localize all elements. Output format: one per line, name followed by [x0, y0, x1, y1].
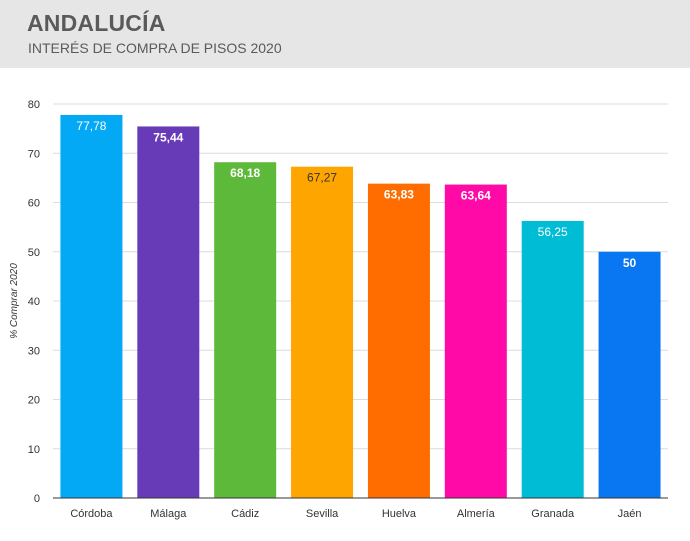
data-labels: 77,78 75,44 68,18 67,27 63,83 63,64 56,25 50: [76, 119, 636, 270]
y-tick-label: 40: [28, 296, 40, 308]
y-tick-label: 60: [28, 198, 40, 210]
x-axis-ticks: Córdoba Málaga Cádiz Sevilla Huelva Almería Gr…: [70, 508, 641, 520]
x-tick-label: Córdoba: [70, 508, 113, 520]
bar: [598, 251, 661, 498]
y-tick-label: 0: [34, 493, 40, 505]
y-tick-label: 30: [28, 345, 40, 357]
bar: [60, 114, 123, 498]
x-tick-label: Granada: [531, 508, 575, 520]
chart-header: ANDALUCÍA INTERÉS DE COMPRA DE PISOS 202…: [0, 0, 690, 68]
y-tick-label: 10: [28, 444, 40, 456]
y-axis-ticks: 0 10 20 30 40 50 60 70 80: [28, 99, 40, 505]
data-label: 63,64: [461, 189, 491, 203]
bar: [137, 126, 200, 498]
x-tick-label: Huelva: [382, 508, 417, 520]
data-label: 77,78: [76, 119, 106, 133]
x-tick-label: Jaén: [618, 508, 642, 520]
chart-subtitle: INTERÉS DE COMPRA DE PISOS 2020: [28, 40, 282, 56]
bar: [214, 162, 277, 498]
y-tick-label: 80: [28, 99, 40, 111]
data-label: 50: [623, 256, 637, 270]
bar: [291, 166, 354, 498]
x-tick-label: Almería: [457, 508, 496, 520]
data-label: 75,44: [153, 130, 183, 144]
bar: [444, 184, 507, 498]
data-label: 63,83: [384, 188, 414, 202]
data-label: 67,27: [307, 171, 337, 185]
x-tick-label: Málaga: [150, 508, 187, 520]
y-tick-label: 50: [28, 247, 40, 259]
data-label: 56,25: [538, 225, 568, 239]
data-label: 68,18: [230, 166, 260, 180]
y-axis-label: % Comprar 2020: [9, 263, 20, 339]
bar: [521, 220, 584, 498]
x-tick-label: Cádiz: [231, 508, 259, 520]
y-tick-label: 70: [28, 148, 40, 160]
chart-title: ANDALUCÍA: [27, 10, 166, 36]
bar: [367, 183, 430, 498]
y-tick-label: 20: [28, 395, 40, 407]
x-tick-label: Sevilla: [306, 508, 339, 520]
bars: [60, 114, 661, 498]
